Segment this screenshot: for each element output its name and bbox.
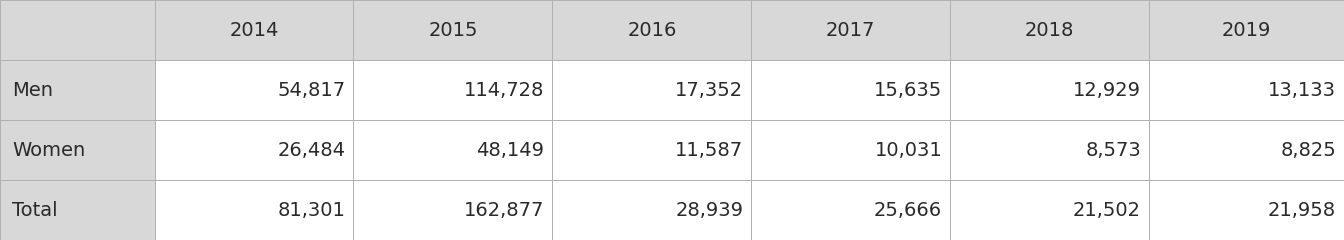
- Text: 2015: 2015: [429, 20, 477, 40]
- Bar: [552, 120, 751, 180]
- Text: 8,825: 8,825: [1281, 140, 1336, 160]
- Bar: [155, 120, 353, 180]
- Text: 48,149: 48,149: [476, 140, 544, 160]
- Text: 8,573: 8,573: [1086, 140, 1141, 160]
- Bar: [0, 60, 155, 120]
- Bar: [751, 180, 950, 240]
- Bar: [0, 180, 155, 240]
- Text: Men: Men: [12, 80, 54, 100]
- Bar: [353, 0, 552, 60]
- Bar: [950, 120, 1149, 180]
- Text: 26,484: 26,484: [277, 140, 345, 160]
- Bar: [552, 0, 751, 60]
- Bar: [155, 60, 353, 120]
- Text: 12,929: 12,929: [1073, 80, 1141, 100]
- Bar: [0, 120, 155, 180]
- Text: 54,817: 54,817: [277, 80, 345, 100]
- Bar: [155, 0, 353, 60]
- Text: Women: Women: [12, 140, 86, 160]
- Text: 11,587: 11,587: [675, 140, 743, 160]
- Text: 81,301: 81,301: [277, 200, 345, 220]
- Text: 17,352: 17,352: [675, 80, 743, 100]
- Bar: [1149, 0, 1344, 60]
- Bar: [353, 60, 552, 120]
- Text: Total: Total: [12, 200, 58, 220]
- Bar: [1149, 180, 1344, 240]
- Bar: [950, 60, 1149, 120]
- Text: 2014: 2014: [230, 20, 278, 40]
- Text: 25,666: 25,666: [874, 200, 942, 220]
- Text: 10,031: 10,031: [875, 140, 942, 160]
- Bar: [552, 180, 751, 240]
- Text: 162,877: 162,877: [464, 200, 544, 220]
- Text: 21,502: 21,502: [1073, 200, 1141, 220]
- Bar: [950, 0, 1149, 60]
- Text: 15,635: 15,635: [874, 80, 942, 100]
- Bar: [353, 120, 552, 180]
- Bar: [950, 180, 1149, 240]
- Text: 2016: 2016: [628, 20, 676, 40]
- Bar: [1149, 120, 1344, 180]
- Bar: [552, 60, 751, 120]
- Text: 2017: 2017: [827, 20, 875, 40]
- Bar: [751, 60, 950, 120]
- Bar: [353, 180, 552, 240]
- Bar: [0, 0, 155, 60]
- Bar: [155, 180, 353, 240]
- Text: 13,133: 13,133: [1267, 80, 1336, 100]
- Bar: [751, 0, 950, 60]
- Bar: [751, 120, 950, 180]
- Text: 28,939: 28,939: [675, 200, 743, 220]
- Text: 2018: 2018: [1025, 20, 1074, 40]
- Text: 2019: 2019: [1222, 20, 1271, 40]
- Text: 114,728: 114,728: [464, 80, 544, 100]
- Text: 21,958: 21,958: [1267, 200, 1336, 220]
- Bar: [1149, 60, 1344, 120]
